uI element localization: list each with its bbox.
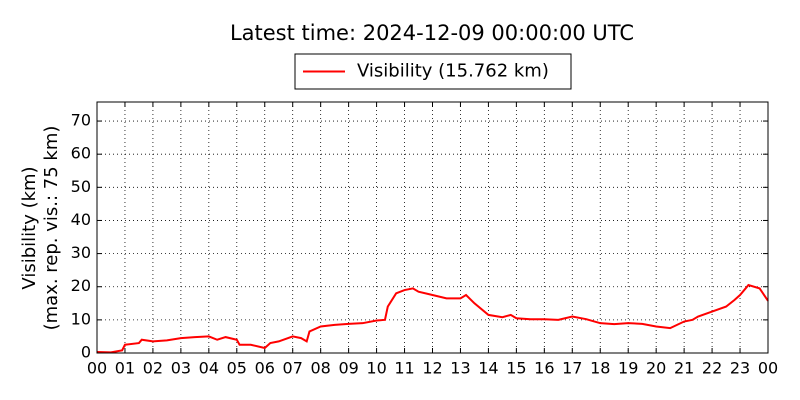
- x-tick-label: 17: [562, 359, 582, 378]
- x-tick-label: 18: [590, 359, 610, 378]
- y-tick-label: 40: [71, 210, 91, 229]
- x-tick-label: 15: [506, 359, 526, 378]
- x-tick-label: 09: [338, 359, 358, 378]
- x-tick-label: 06: [255, 359, 275, 378]
- plot-frame: [96, 101, 769, 354]
- x-tick-label: 23: [730, 359, 750, 378]
- x-tick-label: 13: [450, 359, 470, 378]
- x-tick-label: 08: [310, 359, 330, 378]
- x-tick-label: 03: [171, 359, 191, 378]
- x-tick-label: 16: [534, 359, 554, 378]
- chart-title: Latest time: 2024-12-09 00:00:00 UTC: [230, 21, 634, 45]
- x-tick-label: 05: [227, 359, 247, 378]
- y-tick-label: 20: [71, 276, 91, 295]
- data-line: [96, 283, 769, 354]
- legend-label: Visibility (15.762 km): [357, 61, 549, 82]
- x-tick-label: 12: [422, 359, 442, 378]
- y-tick-label: 0: [81, 343, 91, 362]
- y-tick-label: 60: [71, 144, 91, 163]
- x-tick-label: 20: [646, 359, 666, 378]
- x-tick-label: 21: [674, 359, 694, 378]
- x-tick-label: 14: [478, 359, 498, 378]
- x-tick-label: 19: [618, 359, 638, 378]
- x-tick-label: 00: [758, 359, 778, 378]
- y-tick-label: 10: [71, 309, 91, 328]
- x-tick-label: 07: [283, 359, 303, 378]
- y-tick-label: 50: [71, 177, 91, 196]
- x-tick-label: 11: [394, 359, 414, 378]
- x-tick-label: 01: [115, 359, 135, 378]
- x-tick-label: 22: [702, 359, 722, 378]
- y-tick-label: 30: [71, 243, 91, 262]
- y-axis-label: (max. rep. vis.: 75 km): [41, 126, 62, 331]
- x-tick-label: 04: [199, 359, 219, 378]
- x-tick-label: 00: [87, 359, 107, 378]
- x-tick-label: 10: [366, 359, 386, 378]
- y-tick-label: 70: [71, 111, 91, 130]
- y-axis-label: Visibility (km): [19, 166, 40, 289]
- x-tick-label: 02: [143, 359, 163, 378]
